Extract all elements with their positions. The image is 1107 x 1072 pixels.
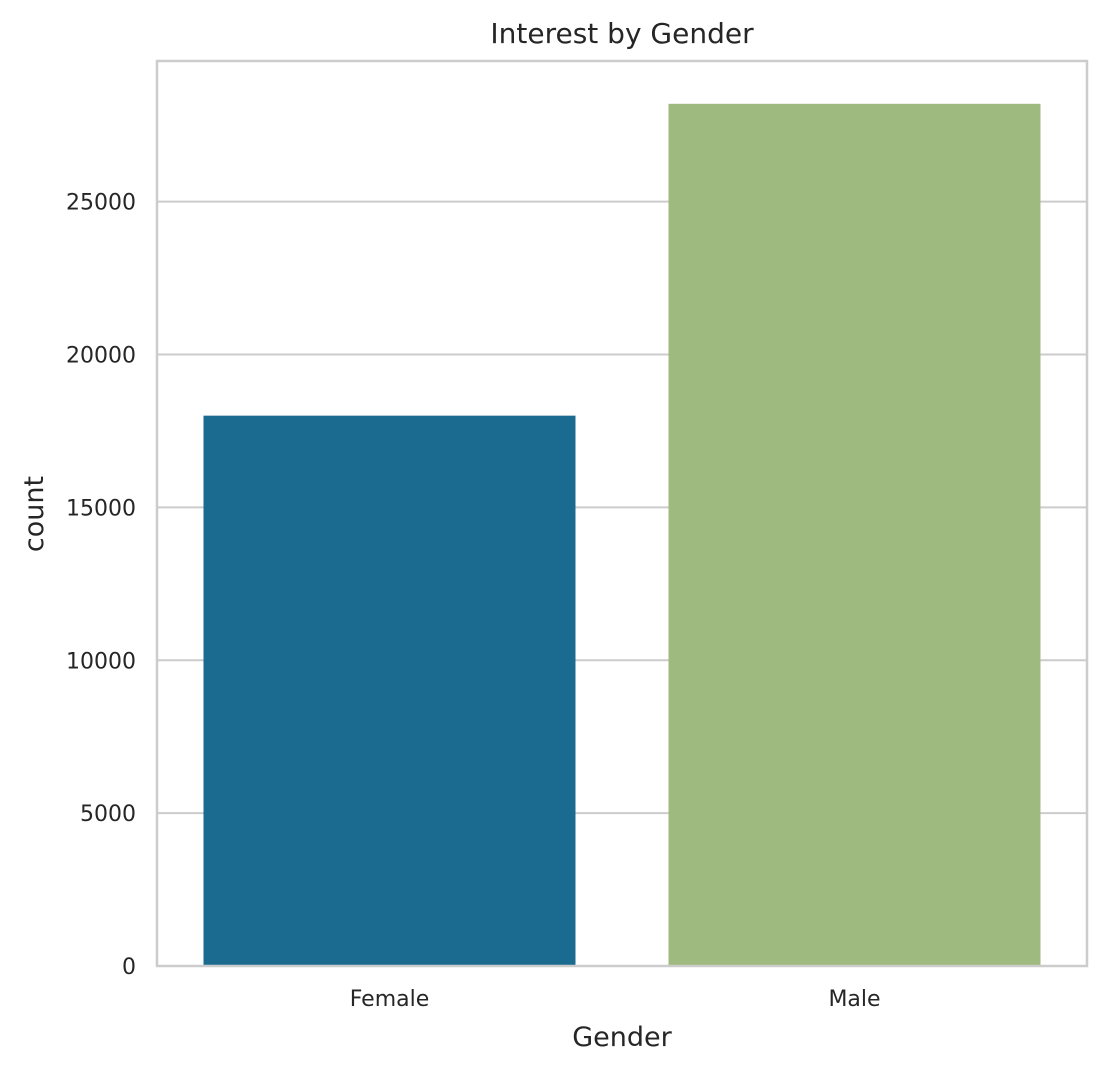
- y-tick-label: 10000: [66, 649, 136, 674]
- bar-female: [203, 415, 576, 966]
- x-tick-label: Male: [828, 987, 880, 1012]
- y-tick-label: 25000: [66, 191, 136, 216]
- x-axis-label: Gender: [572, 1022, 672, 1053]
- y-tick-label: 15000: [66, 496, 136, 521]
- y-axis-label: count: [19, 476, 50, 552]
- y-tick-label: 5000: [80, 802, 136, 827]
- bar-male: [668, 103, 1041, 966]
- y-tick-labels: 0 5000 10000 15000 20000 25000: [66, 191, 136, 980]
- x-tick-labels: Female Male: [350, 987, 881, 1012]
- bars: [203, 103, 1041, 966]
- y-tick-label: 20000: [66, 344, 136, 369]
- y-tick-label: 0: [122, 955, 136, 980]
- chart-title: Interest by Gender: [490, 17, 754, 50]
- plot-frame: [155, 59, 1089, 968]
- x-tick-label: Female: [350, 987, 430, 1012]
